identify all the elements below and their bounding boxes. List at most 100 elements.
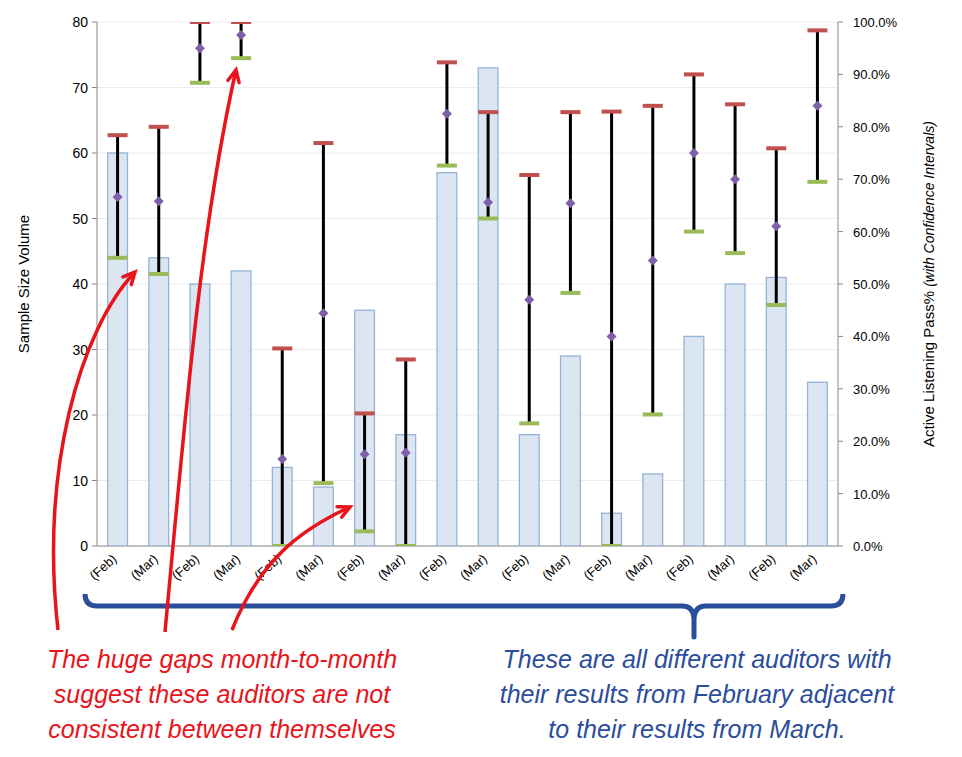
bar bbox=[355, 310, 375, 546]
y-tick-label: 10 bbox=[72, 473, 88, 489]
lower-cap bbox=[108, 256, 128, 260]
y-tick bbox=[92, 480, 97, 481]
arrow bbox=[165, 70, 236, 632]
bar bbox=[766, 277, 786, 546]
lower-cap bbox=[231, 56, 251, 60]
bar bbox=[519, 435, 539, 546]
pass-marker bbox=[236, 30, 246, 40]
upper-cap bbox=[108, 133, 128, 137]
y2-tick bbox=[838, 493, 843, 494]
y2-tick bbox=[838, 388, 843, 389]
annotation: to their results from March. bbox=[548, 715, 845, 743]
pass-marker bbox=[483, 197, 493, 207]
chart: 010203040506070800.0%10.0%20.0%30.0%40.0… bbox=[0, 0, 962, 757]
plot-area bbox=[108, 22, 828, 546]
annotation: The huge gaps month-to-month bbox=[47, 645, 397, 673]
y-tick-label: 70 bbox=[72, 80, 88, 96]
arrow bbox=[232, 507, 350, 630]
y2-tick-label: 80.0% bbox=[853, 120, 890, 135]
grid-line bbox=[97, 87, 838, 88]
y-tick bbox=[92, 284, 97, 285]
bar bbox=[684, 336, 704, 546]
y2-tick bbox=[838, 22, 843, 23]
y-tick-label: 0 bbox=[80, 538, 88, 554]
pass-marker bbox=[730, 174, 740, 184]
arrow-head bbox=[123, 272, 135, 284]
pass-marker bbox=[154, 196, 164, 206]
lower-cap bbox=[602, 544, 622, 546]
lower-cap bbox=[149, 272, 169, 276]
x-tick-label: (Mar) bbox=[375, 551, 408, 583]
bar bbox=[149, 258, 169, 546]
y2-tick-label: 30.0% bbox=[853, 382, 890, 397]
arrow-head bbox=[337, 507, 350, 517]
lower-cap bbox=[519, 421, 539, 425]
bar bbox=[437, 173, 457, 546]
bar bbox=[808, 382, 828, 546]
y2-tick-label: 100.0% bbox=[853, 15, 898, 30]
y-tick-label: 80 bbox=[72, 14, 88, 30]
y2-tick bbox=[838, 231, 843, 232]
y2-tick bbox=[838, 284, 843, 285]
y2-tick bbox=[838, 336, 843, 337]
upper-cap bbox=[725, 102, 745, 106]
pass-marker bbox=[689, 148, 699, 158]
lower-cap bbox=[807, 180, 827, 184]
y2-tick-label: 0.0% bbox=[853, 539, 883, 554]
annotation: suggest these auditors are not bbox=[54, 680, 391, 708]
upper-cap bbox=[396, 357, 416, 361]
upper-cap bbox=[478, 110, 498, 114]
pass-marker bbox=[524, 295, 534, 305]
y2-tick bbox=[838, 126, 843, 127]
x-tick-label: (Mar) bbox=[704, 551, 737, 583]
annotation: These are all different auditors with bbox=[502, 645, 891, 673]
lower-cap bbox=[560, 291, 580, 295]
y-tick bbox=[92, 22, 97, 23]
brace bbox=[85, 594, 843, 637]
y2-tick bbox=[838, 546, 843, 547]
upper-cap bbox=[560, 110, 580, 114]
pass-marker bbox=[360, 449, 370, 459]
upper-cap bbox=[437, 60, 457, 64]
x-tick-label: (Feb) bbox=[498, 551, 531, 583]
x-tick-label: (Mar) bbox=[539, 551, 572, 583]
bar bbox=[478, 68, 498, 546]
y2-tick bbox=[838, 74, 843, 75]
upper-cap bbox=[231, 22, 251, 24]
y2-axis-label-main: Active Listening Pass% bbox=[920, 287, 937, 447]
y-tick bbox=[92, 349, 97, 350]
x-tick-label: (Mar) bbox=[622, 551, 655, 583]
y-tick-label: 50 bbox=[72, 211, 88, 227]
bar bbox=[231, 271, 251, 546]
bar bbox=[643, 474, 663, 546]
pass-marker bbox=[401, 448, 411, 458]
y2-tick-label: 10.0% bbox=[853, 487, 890, 502]
upper-cap bbox=[190, 22, 210, 24]
y2-tick bbox=[838, 179, 843, 180]
lower-cap bbox=[190, 81, 210, 85]
y-tick bbox=[92, 415, 97, 416]
pass-marker bbox=[442, 109, 452, 119]
y-tick-label: 60 bbox=[72, 145, 88, 161]
lower-cap bbox=[437, 164, 457, 168]
y2-tick-label: 60.0% bbox=[853, 225, 890, 240]
x-tick-label: (Mar) bbox=[210, 551, 243, 583]
pass-marker bbox=[195, 43, 205, 53]
upper-cap bbox=[149, 125, 169, 129]
lower-cap bbox=[396, 544, 416, 546]
upper-cap bbox=[519, 173, 539, 177]
x-tick-label: (Feb) bbox=[86, 551, 119, 583]
grid-line bbox=[97, 153, 838, 154]
x-tick-label: (Feb) bbox=[663, 551, 696, 583]
x-tick-label: (Feb) bbox=[416, 551, 449, 583]
lower-cap bbox=[725, 251, 745, 255]
arrow bbox=[54, 272, 135, 630]
y-tick bbox=[92, 153, 97, 154]
upper-cap bbox=[313, 141, 333, 145]
pass-marker bbox=[812, 101, 822, 111]
y-tick-label: 20 bbox=[72, 407, 88, 423]
x-tick-label: (Mar) bbox=[292, 551, 325, 583]
arrow-head bbox=[228, 70, 239, 83]
upper-cap bbox=[684, 72, 704, 76]
y2-tick-label: 40.0% bbox=[853, 329, 890, 344]
